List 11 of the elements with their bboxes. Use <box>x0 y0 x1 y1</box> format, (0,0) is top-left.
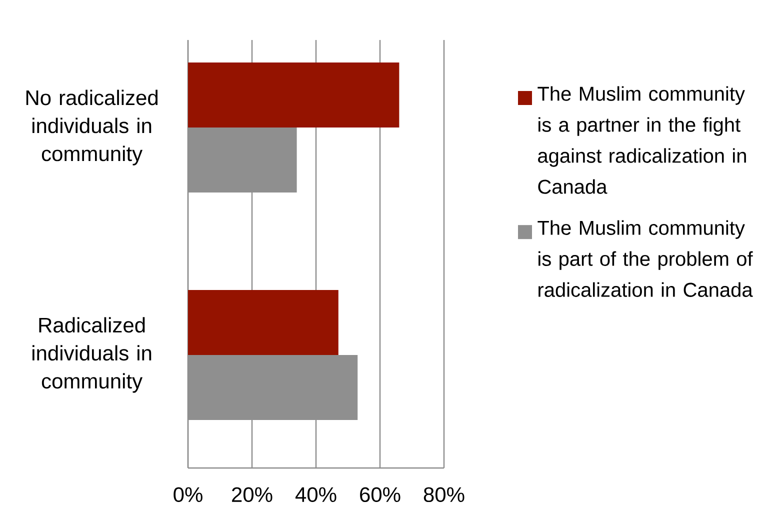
x-tick-label: 80% <box>424 487 464 502</box>
bar <box>188 62 400 128</box>
x-tick-label: 20% <box>232 487 272 502</box>
x-tick-label: 40% <box>295 487 336 502</box>
y-tick-label: Radicalized individuals in community <box>32 317 152 393</box>
x-tick-label: 0% <box>174 487 202 502</box>
legend-label: The Muslim community is part of the problem of radicalization in Canada <box>538 220 753 297</box>
x-tick-label: 60% <box>360 487 400 502</box>
legend-label: The Muslim community is a partner in the fight against radicalization in Canada <box>538 86 746 194</box>
y-tick-label: No radicalized individuals in community <box>26 90 158 166</box>
bar <box>188 290 338 355</box>
